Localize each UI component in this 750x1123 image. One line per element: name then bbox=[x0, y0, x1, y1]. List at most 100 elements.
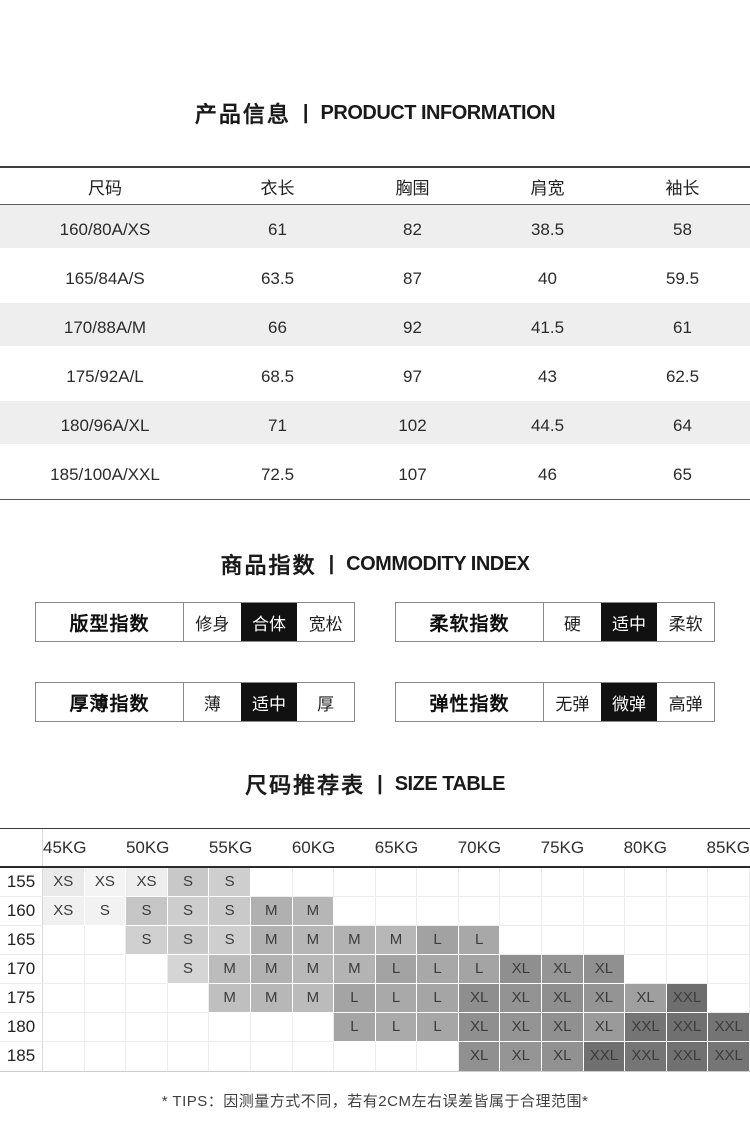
empty-cell bbox=[43, 984, 85, 1013]
empty-cell bbox=[500, 897, 543, 926]
empty-cell bbox=[84, 984, 127, 1013]
weight-header: 70KG bbox=[457, 838, 502, 857]
table-row: 185/100A/XXL 72.5 107 46 65 bbox=[0, 450, 750, 499]
empty-cell bbox=[708, 926, 750, 955]
empty-cell bbox=[43, 1042, 85, 1071]
panel-option-selected: 合体 bbox=[240, 603, 298, 641]
empty-cell bbox=[43, 1013, 85, 1042]
commodity-index-panels: 版型指数 修身 合体 宽松 柔软指数硬适中 柔软 厚薄指数薄适中厚弹性指数 无弹 微弹 高弹 bbox=[0, 602, 750, 722]
empty-cell bbox=[417, 868, 459, 897]
table-cell: 62.5 bbox=[665, 366, 700, 386]
table-cell: 61 bbox=[673, 317, 692, 337]
weight-header: 55KG bbox=[208, 838, 253, 857]
empty-cell bbox=[625, 955, 667, 984]
section-title-zh: 产品信息 bbox=[194, 102, 291, 127]
size-cell: XL bbox=[583, 1013, 626, 1042]
section-title-en: COMMODITY INDEX bbox=[346, 552, 530, 575]
empty-cell bbox=[209, 1013, 251, 1042]
size-name-cell: 180/96A/XL bbox=[60, 415, 150, 435]
size-chart-row: 160 XS S S S S M M bbox=[0, 897, 750, 926]
table-cell: 40 bbox=[538, 268, 557, 288]
size-cell: M bbox=[292, 984, 335, 1013]
table-cell: 82 bbox=[403, 219, 422, 239]
section-title-zh: 商品指数 bbox=[220, 553, 317, 578]
table-row: 165/84A/S 63.5 87 40 59.5 bbox=[0, 254, 750, 303]
size-cell: S bbox=[126, 897, 168, 926]
size-cell: L bbox=[458, 955, 501, 984]
section-title-en: PRODUCT INFORMATION bbox=[320, 101, 556, 124]
table-cell: 59.5 bbox=[665, 268, 700, 288]
empty-cell bbox=[250, 868, 293, 897]
size-cell: XL bbox=[542, 955, 584, 984]
size-cell: M bbox=[209, 955, 251, 984]
table-row: 175/92A/L 68.5 97 43 62.5 bbox=[0, 352, 750, 401]
size-cell: L bbox=[417, 955, 459, 984]
height-label: 160 bbox=[0, 897, 43, 926]
size-chart-weight-header-row: 45KG 50KG 55KG 60KG 65KG 70KG 75KG 80KG 85KG bbox=[0, 829, 750, 868]
size-chart-row: 170 S M M M M L L L XL XL XL bbox=[0, 955, 750, 984]
empty-cell bbox=[375, 897, 418, 926]
height-label: 185 bbox=[0, 1042, 43, 1071]
empty-cell bbox=[708, 868, 750, 897]
title-divider: | bbox=[328, 552, 335, 575]
table-cell: 63.5 bbox=[260, 268, 295, 288]
size-cell: XXL bbox=[666, 1042, 709, 1071]
size-cell: XL bbox=[458, 984, 501, 1013]
panel-option: 修身 bbox=[195, 614, 230, 634]
panel-option-selected: 适中 bbox=[240, 683, 298, 721]
size-cell: L bbox=[458, 926, 501, 955]
table-cell: 92 bbox=[403, 317, 422, 337]
size-chart-row: 165 S S S M M M M L L bbox=[0, 926, 750, 955]
size-cell: XL bbox=[500, 1042, 543, 1071]
size-cell: XS bbox=[126, 868, 168, 897]
panel-option: 厚 bbox=[317, 694, 335, 714]
empty-cell bbox=[167, 984, 210, 1013]
size-chart-body: 155 XS XS XS S S 160 XS S S S S M M 165 S S S M M M M L L 170 S M M… bbox=[0, 868, 750, 1071]
section-title-en: SIZE TABLE bbox=[394, 772, 506, 795]
panel-label: 柔软指数 bbox=[396, 603, 544, 641]
measurement-table: 尺码 衣长 胸围 肩宽 袖长 160/80A/XS 61 82 38.5 58 165/84A/S… bbox=[0, 166, 750, 500]
empty-cell bbox=[500, 868, 543, 897]
size-cell: L bbox=[417, 984, 459, 1013]
empty-cell bbox=[84, 1013, 127, 1042]
empty-cell bbox=[43, 955, 85, 984]
index-panel-elasticity: 弹性指数 无弹 微弹 高弹 bbox=[395, 682, 715, 722]
size-cell: L bbox=[334, 984, 376, 1013]
size-cell: M bbox=[250, 897, 293, 926]
tips-text: * TIPS：因测量方式不同，若有2CM左右误差皆属于合理范围* bbox=[161, 1093, 589, 1110]
title-divider: | bbox=[302, 101, 309, 124]
size-cell: M bbox=[334, 926, 376, 955]
empty-cell bbox=[708, 955, 750, 984]
empty-cell bbox=[666, 897, 709, 926]
empty-cell bbox=[583, 926, 626, 955]
empty-cell bbox=[293, 1042, 335, 1071]
table-cell: 66 bbox=[268, 317, 287, 337]
size-cell: XXL bbox=[666, 1013, 709, 1042]
size-cell: M bbox=[209, 984, 251, 1013]
empty-cell bbox=[666, 955, 709, 984]
column-header: 肩宽 bbox=[530, 178, 565, 198]
empty-cell bbox=[542, 897, 584, 926]
weight-header: 80KG bbox=[623, 838, 668, 857]
table-cell: 41.5 bbox=[530, 317, 565, 337]
empty-cell bbox=[168, 1042, 210, 1071]
size-cell: M bbox=[250, 955, 293, 984]
size-cell: S bbox=[167, 897, 210, 926]
size-cell: M bbox=[292, 926, 335, 955]
empty-cell bbox=[126, 955, 168, 984]
table-cell: 68.5 bbox=[260, 366, 295, 386]
weight-header: 75KG bbox=[540, 838, 585, 857]
size-cell: L bbox=[375, 955, 418, 984]
empty-cell bbox=[708, 897, 750, 926]
empty-cell bbox=[126, 1042, 168, 1071]
empty-cell bbox=[376, 1042, 418, 1071]
empty-cell bbox=[542, 926, 584, 955]
empty-cell bbox=[292, 868, 335, 897]
empty-cell bbox=[542, 868, 584, 897]
index-panel-softness: 柔软指数硬适中 柔软 bbox=[395, 602, 715, 642]
weight-header: 50KG bbox=[125, 838, 170, 857]
size-cell: XS bbox=[43, 868, 85, 897]
empty-cell bbox=[500, 926, 543, 955]
empty-cell bbox=[375, 868, 418, 897]
size-cell: XL bbox=[500, 984, 543, 1013]
